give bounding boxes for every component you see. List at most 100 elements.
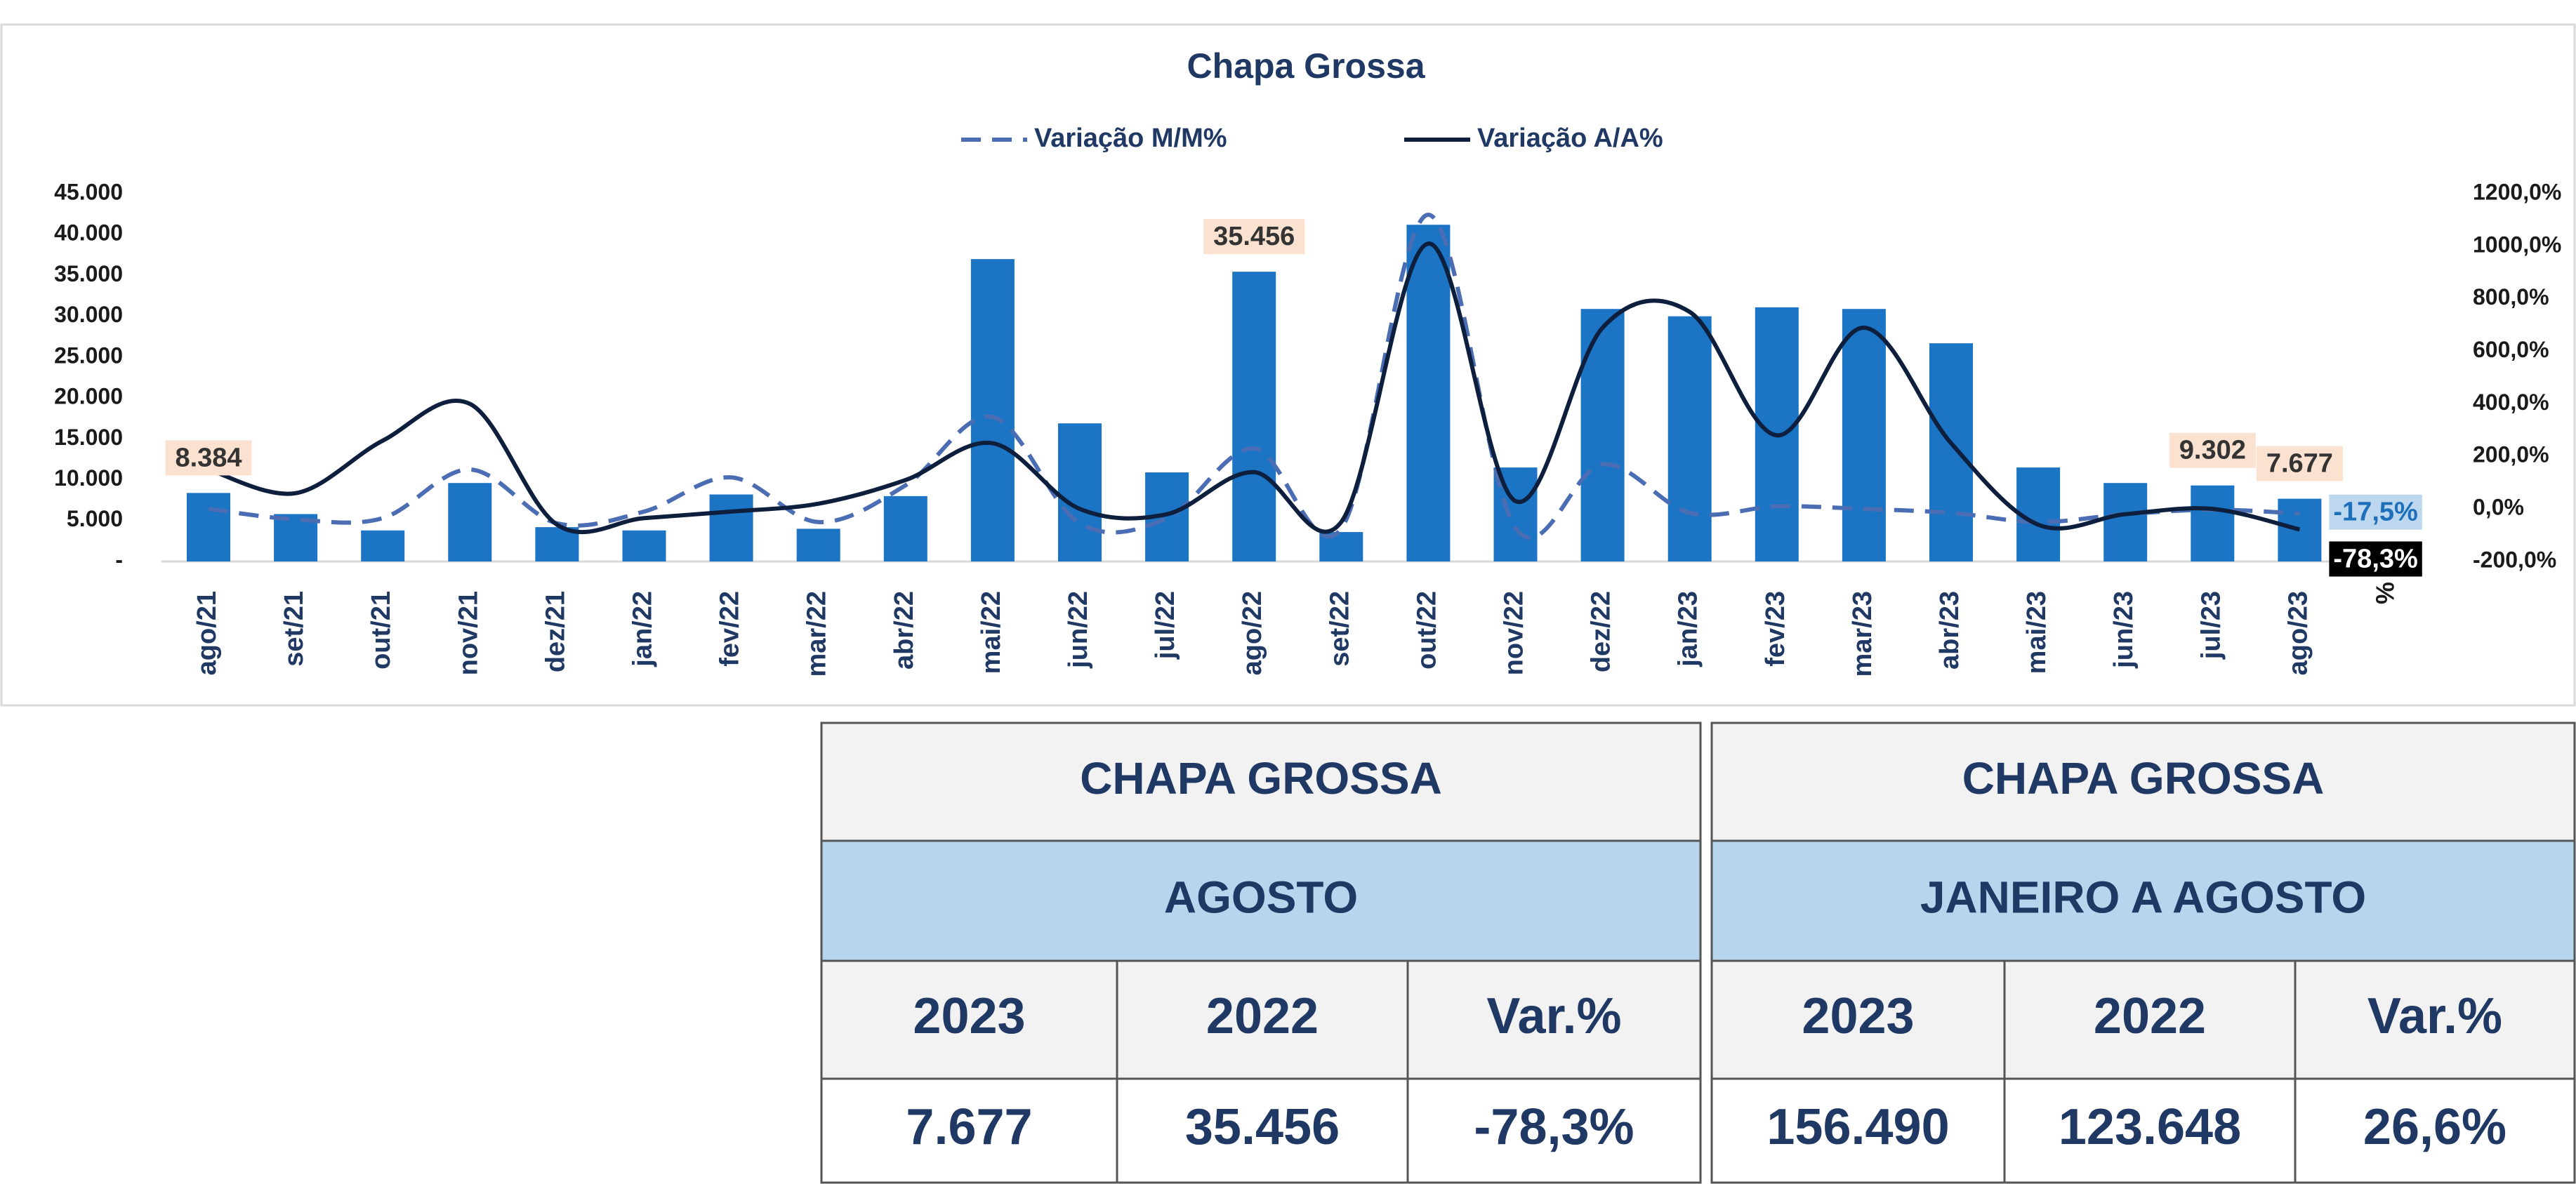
- bar: [1842, 309, 1886, 561]
- y-tick-label: -: [115, 547, 123, 572]
- table-period-cell: [1710, 839, 2576, 962]
- value-label: 9.302: [2179, 436, 2246, 465]
- x-tick-label: jul/23: [2196, 591, 2226, 660]
- bar: [2278, 498, 2322, 561]
- value-label-bg: [2256, 446, 2343, 481]
- table-header: 2022: [2094, 988, 2206, 1044]
- x-tick-label: jan/22: [628, 591, 658, 667]
- table-value: 7.677: [906, 1099, 1032, 1155]
- legend-label: Variação A/A%: [1477, 124, 1663, 153]
- table-header-cell: [1406, 959, 1702, 1080]
- x-tick-label: set/21: [279, 591, 309, 667]
- y-tick-label: 45.000: [54, 179, 123, 204]
- table-period-cell: [820, 839, 1702, 962]
- value-label: 35.456: [1213, 222, 1295, 251]
- table-value-cell: [2294, 1077, 2576, 1184]
- x-tick-label: set/22: [1325, 591, 1354, 667]
- x-tick-label: mar/23: [1848, 591, 1877, 677]
- table-header-cell: [1116, 959, 1409, 1080]
- x-tick-label: nov/21: [454, 591, 483, 675]
- y-tick-label: 25.000: [54, 342, 123, 368]
- legend-label: Variação M/M%: [1034, 124, 1227, 153]
- value-label-bg: [165, 440, 252, 476]
- y2-tick-label: 600,0%: [2473, 337, 2549, 362]
- table-header: 2022: [1206, 988, 1319, 1044]
- y-tick-label: 5.000: [67, 506, 123, 531]
- x-tick-label: ago/23: [2283, 591, 2313, 675]
- x-tick-label: jun/22: [1064, 591, 1093, 669]
- x-tick-label: abr/22: [890, 591, 919, 670]
- x-tick-label: mai/23: [2022, 591, 2052, 674]
- table-value: -78,3%: [1474, 1099, 1634, 1155]
- table-value: 123.648: [2059, 1099, 2241, 1155]
- y-tick-label: 20.000: [54, 384, 123, 409]
- y2-tick-label: 800,0%: [2473, 284, 2549, 310]
- bar: [622, 530, 666, 561]
- x-tick-label: out/22: [1412, 591, 1441, 670]
- value-label-bg: [1203, 219, 1305, 255]
- y-tick-label: 40.000: [54, 220, 123, 246]
- value-label: 8.384: [175, 443, 242, 472]
- y2-tick-label: 400,0%: [2473, 390, 2549, 415]
- table-title-cell: [820, 721, 1702, 842]
- value-label-bg: [2329, 541, 2422, 577]
- table-header-cell: [2003, 959, 2297, 1080]
- value-label-bg: [2169, 432, 2256, 468]
- x-tick-label: nov/22: [1500, 591, 1529, 675]
- chart-title: Chapa Grossa: [1187, 46, 1425, 86]
- bar: [883, 495, 927, 561]
- y2-tick-label: 1200,0%: [2473, 179, 2561, 204]
- x-tick-label: jul/22: [1151, 591, 1180, 660]
- y2-tick-label: 1000,0%: [2473, 232, 2561, 257]
- x-tick-label: out/21: [366, 591, 396, 670]
- y-tick-label: 35.000: [54, 261, 123, 286]
- x-tick-label: mar/22: [802, 591, 832, 677]
- y2-tick-label: 200,0%: [2473, 442, 2549, 467]
- x-tick-label: dez/21: [541, 591, 570, 672]
- bar: [448, 483, 492, 561]
- line-series: [208, 212, 2300, 540]
- bar: [1406, 225, 1451, 561]
- table-period: JANEIRO A AGOSTO: [1920, 872, 2366, 922]
- bar: [2191, 485, 2235, 561]
- line-value-label: -17,5%: [2333, 498, 2417, 527]
- x-tick-label: ago/22: [1238, 591, 1267, 675]
- bar: [1058, 423, 1102, 561]
- y2-tick-label: -200,0%: [2473, 547, 2556, 572]
- bar: [1232, 272, 1276, 561]
- table-value-cell: [1116, 1077, 1409, 1184]
- value-label: 7.677: [2266, 449, 2333, 479]
- y2-axis-label: %: [2371, 582, 2400, 604]
- table-header: Var.%: [2367, 988, 2502, 1044]
- x-tick-label: jun/23: [2109, 591, 2139, 669]
- table-header: 2023: [1802, 988, 1914, 1044]
- table-title: CHAPA GROSSA: [1080, 753, 1442, 804]
- y2-tick-label: 0,0%: [2473, 495, 2524, 520]
- chart-frame: [0, 23, 2576, 707]
- value-label-bg: [2329, 494, 2422, 530]
- table-value-cell: [2003, 1077, 2297, 1184]
- bar: [187, 493, 230, 561]
- x-tick-label: jan/23: [1674, 591, 1703, 667]
- bar: [1667, 316, 1712, 561]
- bar: [2103, 483, 2148, 561]
- table-value: 156.490: [1766, 1099, 1949, 1155]
- table-value: 35.456: [1185, 1099, 1340, 1155]
- table-header: Var.%: [1486, 988, 1621, 1044]
- table-header-cell: [2294, 959, 2576, 1080]
- line-value-label: -78,3%: [2333, 544, 2417, 573]
- x-tick-label: mai/22: [977, 591, 1006, 674]
- table-value-cell: [1406, 1077, 1702, 1184]
- table-value-cell: [820, 1077, 1118, 1184]
- bar: [361, 530, 405, 561]
- table-period: AGOSTO: [1164, 872, 1358, 922]
- bar: [1929, 343, 1973, 561]
- line-series: [208, 241, 2301, 535]
- bar: [1580, 309, 1625, 561]
- table-title-cell: [1710, 721, 2576, 842]
- bar: [970, 259, 1015, 561]
- x-tick-label: fev/23: [1761, 591, 1790, 667]
- x-tick-label: fev/22: [715, 591, 745, 667]
- table-header: 2023: [913, 988, 1025, 1044]
